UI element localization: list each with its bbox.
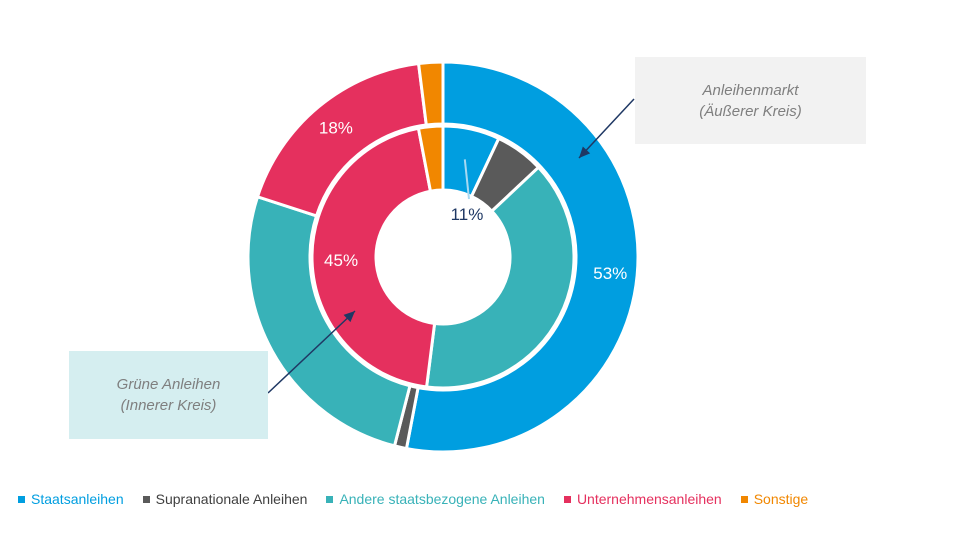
legend-label: Staatsanleihen <box>31 491 124 507</box>
outer-callout-arrow-line <box>578 98 635 159</box>
legend: Staatsanleihen Supranationale Anleihen And… <box>18 491 827 507</box>
legend-swatch <box>18 495 25 503</box>
outer-slice-andere-staatsbezogene-anleihen <box>246 194 412 448</box>
outer-slice-staatsanleihen <box>404 60 640 454</box>
outer-callout-line2: (Äußerer Kreis) <box>699 102 802 120</box>
inner-callout-line2: (Innerer Kreis) <box>120 397 217 414</box>
legend-swatch <box>142 495 150 503</box>
legend-item-andere-staatsbezogene-anleihen: Andere staatsbezogene Anleihen <box>326 491 545 507</box>
legend-label: Andere staatsbezogene Anleihen <box>339 491 545 507</box>
inner-label-unternehmensanleihen: 45% <box>324 251 358 270</box>
outer-ring <box>246 60 640 454</box>
legend-item-staatsanleihen: Staatsanleihen <box>18 491 124 507</box>
legend-item-unternehmensanleihen: Unternehmensanleihen <box>563 491 722 507</box>
inner-callout-arrow-line <box>267 310 356 394</box>
legend-swatch <box>740 495 748 503</box>
legend-label: Supranationale Anleihen <box>155 491 308 507</box>
inner-callout-line1: Grüne Anleihen <box>116 376 221 393</box>
inner-slice-andere-staatsbezogene-anleihen <box>424 165 576 390</box>
legend-swatch <box>563 495 571 503</box>
inner-ring-callout: Grüne Anleihen (Innerer Kreis) <box>69 351 268 439</box>
inner-slice-sonstige <box>416 124 445 193</box>
outer-callout-line1: Anleihenmarkt <box>702 81 799 99</box>
inner-callout-arrow-head <box>343 311 355 323</box>
legend-item-supranationale-anleihen: Supranationale Anleihen <box>142 491 308 507</box>
outer-callout-arrow-head <box>579 146 591 158</box>
annotation-label-staatsanleihen-inner: 11% <box>451 205 484 224</box>
outer-label-staatsanleihen: 53% <box>593 264 627 283</box>
slice-labels: 53% 18% 45% 11% <box>319 119 627 283</box>
legend-item-sonstige: Sonstige <box>740 491 809 507</box>
legend-label: Unternehmensanleihen <box>576 491 722 507</box>
leader-lines <box>267 98 635 394</box>
outer-ring-callout: Anleihenmarkt (Äußerer Kreis) <box>635 57 866 144</box>
outer-label-unternehmensanleihen: 18% <box>319 119 353 138</box>
annotation-leader-line <box>463 159 470 200</box>
outer-slice-sonstige <box>416 60 445 127</box>
legend-swatch <box>326 495 334 503</box>
legend-label: Sonstige <box>753 491 809 507</box>
